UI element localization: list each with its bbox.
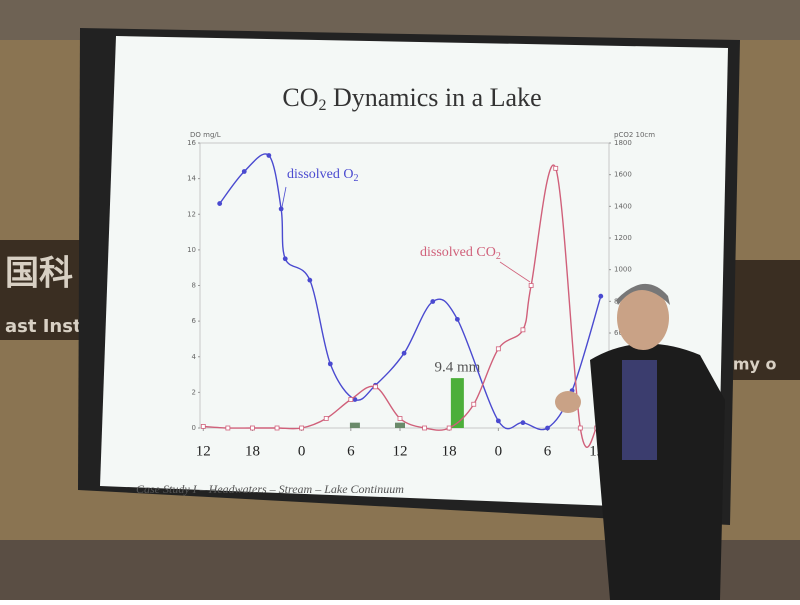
y2-tick-label: 1400: [614, 202, 632, 210]
y-tick-label: 16: [187, 139, 196, 147]
series-label-sub: 2: [354, 173, 359, 184]
point: [422, 425, 427, 431]
point: [471, 401, 477, 407]
x-tick-label: 12: [196, 443, 211, 459]
presenter: [555, 283, 725, 600]
point: [454, 316, 460, 322]
wall-text: 国科: [5, 254, 73, 294]
point: [520, 420, 526, 426]
point: [520, 327, 526, 333]
point: [274, 425, 280, 431]
y-tick-label: 12: [187, 210, 196, 218]
series-label: dissolved CO2: [420, 245, 501, 262]
point: [200, 424, 206, 429]
title-text: CO: [282, 83, 318, 112]
point: [323, 416, 329, 421]
rain-bar: [394, 422, 405, 428]
label-pointer: [499, 261, 531, 283]
point: [545, 425, 550, 431]
point: [307, 277, 313, 283]
bar-label: 9.4 mm: [434, 360, 480, 376]
title-sub: 2: [318, 97, 326, 114]
y-tick-label: 6: [192, 317, 197, 325]
point: [430, 299, 436, 304]
x-tick-label: 6: [347, 443, 355, 459]
point: [225, 425, 231, 431]
series-label-text: dissolved O: [287, 167, 354, 182]
series-label: dissolved O2: [287, 167, 359, 184]
hand: [555, 391, 581, 413]
point: [282, 256, 288, 262]
point: [250, 425, 255, 431]
plot: 0246810121416020040060080010001200140016…: [187, 139, 632, 459]
wall-text: emy o: [722, 355, 777, 374]
jacket: [590, 343, 725, 600]
head: [617, 286, 669, 350]
x-tick-label: 0: [298, 443, 306, 459]
wall-text: ast Insti: [5, 316, 88, 337]
point: [278, 206, 284, 212]
y-tick-label: 14: [187, 175, 196, 183]
point: [217, 201, 223, 206]
y-tick-label: 0: [192, 424, 196, 432]
x-tick-label: 18: [245, 443, 260, 459]
point: [348, 397, 354, 402]
x-tick-label: 0: [495, 443, 503, 459]
footer: Case Study I – Headwaters – Stream – Lak…: [136, 482, 404, 496]
point: [495, 418, 501, 424]
point: [401, 350, 407, 356]
point: [299, 425, 305, 431]
point: [446, 425, 452, 431]
series-label-text: dissolved CO: [420, 245, 496, 260]
x-tick-label: 12: [392, 443, 407, 459]
x-tick-label: 18: [442, 443, 457, 459]
point: [553, 165, 559, 171]
point: [266, 153, 272, 158]
title-text: Dynamics in a Lake: [326, 83, 541, 112]
point: [598, 293, 604, 299]
point: [327, 361, 333, 367]
rain-bar: [450, 378, 464, 428]
y-tick-label: 10: [187, 246, 196, 254]
y-axis-label: DO mg/L: [190, 131, 221, 139]
series-label-sub: 2: [496, 251, 501, 262]
y2-axis-label: pCO2 10cm: [614, 131, 655, 139]
hair: [616, 283, 670, 305]
point: [373, 384, 378, 390]
rain-bar: [349, 422, 360, 428]
y-tick-label: 8: [192, 282, 196, 290]
y2-tick-label: 1200: [614, 234, 632, 242]
x-tick-label: 6: [544, 443, 552, 459]
point: [397, 416, 403, 421]
y-tick-label: 4: [192, 353, 197, 361]
y2-tick-label: 1000: [614, 266, 632, 274]
point: [241, 169, 247, 174]
y-tick-label: 2: [192, 388, 196, 396]
y2-tick-label: 1800: [614, 139, 632, 147]
chart-title: CO2 Dynamics in a Lake: [282, 83, 541, 114]
shirt: [622, 360, 657, 460]
y2-tick-label: 1600: [614, 171, 632, 179]
label-pointer: [281, 186, 287, 208]
point: [577, 425, 583, 431]
point: [495, 346, 501, 352]
point: [528, 283, 534, 288]
